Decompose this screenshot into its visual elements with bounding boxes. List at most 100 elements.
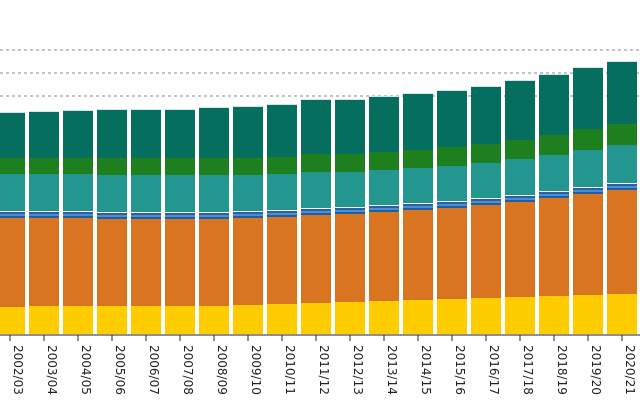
bar-segment-2008/09-3	[199, 215, 229, 217]
bar-segment-2003/04-1	[29, 218, 59, 306]
bar-segment-2007/08-7	[165, 158, 195, 175]
bar-segment-2017/18-3	[505, 198, 535, 200]
bars	[0, 61, 637, 334]
bar-segment-2015/16-0	[437, 299, 467, 334]
bar-segment-2013/14-4	[369, 206, 399, 208]
bar-segment-2020/21-2	[607, 188, 637, 190]
x-ticks	[9, 335, 623, 341]
bar-segment-2015/16-1	[437, 208, 467, 299]
x-tick-label-2005/06: 2005/06	[113, 345, 127, 395]
bar-segment-2010/11-3	[267, 213, 297, 215]
x-tick-label-2004/05: 2004/05	[79, 345, 93, 395]
bar-segment-2007/08-0	[165, 306, 195, 334]
bar-segment-2013/14-6	[369, 170, 399, 205]
bar-segment-2017/18-6	[505, 159, 535, 195]
bar-segment-2013/14-3	[369, 208, 399, 210]
bar-segment-2018/19-8	[539, 75, 569, 135]
bar-segment-2012/13-5	[335, 207, 365, 208]
bar-segment-2015/16-6	[437, 166, 467, 201]
bar-segment-2003/04-3	[29, 214, 59, 216]
x-tick-label-2018/19: 2018/19	[555, 345, 569, 395]
bar-segment-2014/15-5	[403, 203, 433, 204]
bar-segment-2012/13-7	[335, 154, 365, 172]
bar-segment-2006/07-2	[131, 217, 161, 219]
bar-segment-2010/11-5	[267, 210, 297, 211]
bar-segment-2014/15-3	[403, 206, 433, 208]
bar-segment-2019/20-1	[573, 194, 603, 295]
bar-segment-2002/03-8	[0, 113, 25, 158]
bar-segment-2014/15-9	[403, 93, 433, 94]
bar-segment-2018/19-4	[539, 192, 569, 194]
bar-segment-2013/14-5	[369, 205, 399, 206]
bar-segment-2013/14-2	[369, 210, 399, 212]
bar-segment-2009/10-9	[233, 106, 263, 107]
bar-segment-2016/17-5	[471, 198, 501, 199]
bar-segment-2012/13-0	[335, 302, 365, 334]
bar-segment-2011/12-1	[301, 215, 331, 303]
bar-segment-2010/11-9	[267, 104, 297, 105]
bar-segment-2012/13-4	[335, 208, 365, 210]
x-tick-labels: 2002/03 2003/04 2004/05 2005/06 2006/07 2007/…	[11, 345, 637, 395]
bar-segment-2014/15-6	[403, 168, 433, 203]
bar-segment-2002/03-6	[0, 174, 25, 211]
bar-segment-2004/05-9	[63, 110, 93, 111]
bar-segment-2012/13-3	[335, 210, 365, 212]
bar-segment-2016/17-3	[471, 201, 501, 203]
bar-segment-2019/20-7	[573, 129, 603, 150]
bar-segment-2003/04-7	[29, 158, 59, 174]
bar-segment-2007/08-3	[165, 215, 195, 217]
bar-segment-2009/10-5	[233, 211, 263, 212]
bar-segment-2009/10-2	[233, 216, 263, 218]
bar-segment-2008/09-7	[199, 158, 229, 175]
bar-segment-2018/19-3	[539, 194, 569, 196]
bar-segment-2013/14-7	[369, 152, 399, 170]
bar-segment-2010/11-0	[267, 304, 297, 334]
bar-segment-2015/16-2	[437, 206, 467, 208]
bar-segment-2005/06-9	[97, 109, 127, 110]
bar-segment-2019/20-5	[573, 187, 603, 188]
x-tick-label-2010/11: 2010/11	[283, 345, 297, 395]
bar-segment-2018/19-5	[539, 191, 569, 192]
bar-segment-2010/11-4	[267, 211, 297, 213]
bar-segment-2003/04-6	[29, 174, 59, 211]
bar-segment-2010/11-1	[267, 217, 297, 304]
x-tick-label-2019/20: 2019/20	[589, 345, 603, 395]
bar-segment-2003/04-4	[29, 212, 59, 214]
bar-segment-2006/07-9	[131, 109, 161, 110]
bar-segment-2002/03-7	[0, 158, 25, 174]
bar-segment-2012/13-8	[335, 100, 365, 154]
bar-segment-2015/16-3	[437, 204, 467, 206]
bar-segment-2010/11-8	[267, 105, 297, 157]
bar-segment-2007/08-2	[165, 217, 195, 219]
bar-segment-2014/15-4	[403, 204, 433, 206]
bar-segment-2002/03-3	[0, 214, 25, 216]
bar-segment-2002/03-0	[0, 307, 25, 334]
bar-segment-2011/12-2	[301, 213, 331, 215]
bar-segment-2015/16-4	[437, 202, 467, 204]
x-tick-label-2009/10: 2009/10	[249, 345, 263, 395]
x-tick-label-2015/16: 2015/16	[453, 345, 467, 395]
bar-segment-2011/12-6	[301, 172, 331, 208]
bar-segment-2007/08-1	[165, 219, 195, 306]
x-tick-label-2016/17: 2016/17	[487, 345, 501, 395]
bar-segment-2009/10-3	[233, 214, 263, 216]
x-tick-label-2017/18: 2017/18	[521, 345, 535, 395]
bar-segment-2005/06-0	[97, 306, 127, 334]
bar-segment-2004/05-8	[63, 111, 93, 158]
bar-segment-2020/21-0	[607, 294, 637, 334]
bar-segment-2002/03-1	[0, 218, 25, 307]
bar-segment-2016/17-7	[471, 144, 501, 163]
bar-segment-2003/04-0	[29, 306, 59, 334]
bar-segment-2017/18-5	[505, 195, 535, 196]
bar-segment-2012/13-1	[335, 214, 365, 302]
bar-segment-2020/21-8	[607, 62, 637, 124]
bar-segment-2003/04-2	[29, 216, 59, 218]
bar-segment-2011/12-5	[301, 208, 331, 209]
x-tick-label-2003/04: 2003/04	[45, 345, 59, 395]
bar-segment-2015/16-8	[437, 91, 467, 147]
bar-segment-2007/08-8	[165, 110, 195, 158]
bar-segment-2015/16-5	[437, 201, 467, 202]
bar-segment-2011/12-4	[301, 209, 331, 211]
bar-segment-2005/06-4	[97, 213, 127, 215]
